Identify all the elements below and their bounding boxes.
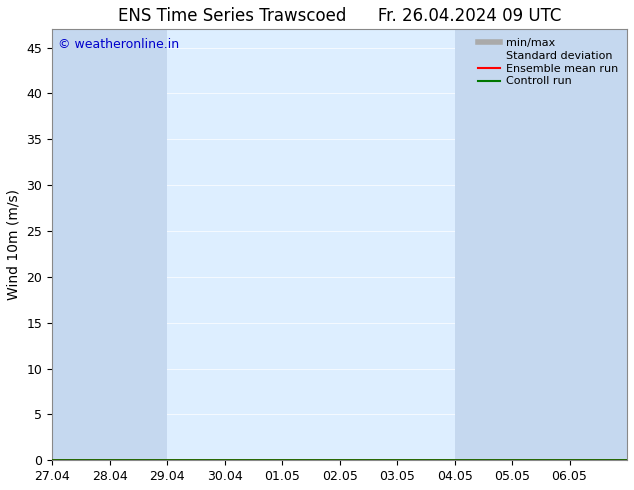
Bar — [52, 29, 110, 460]
Bar — [512, 29, 569, 460]
Bar — [569, 29, 627, 460]
Text: © weatheronline.in: © weatheronline.in — [58, 38, 179, 51]
Legend: min/max, Standard deviation, Ensemble mean run, Controll run: min/max, Standard deviation, Ensemble me… — [475, 35, 621, 90]
Bar — [110, 29, 167, 460]
Title: ENS Time Series Trawscoed      Fr. 26.04.2024 09 UTC: ENS Time Series Trawscoed Fr. 26.04.2024… — [118, 7, 561, 25]
Y-axis label: Wind 10m (m/s): Wind 10m (m/s) — [7, 189, 21, 300]
Bar — [455, 29, 512, 460]
